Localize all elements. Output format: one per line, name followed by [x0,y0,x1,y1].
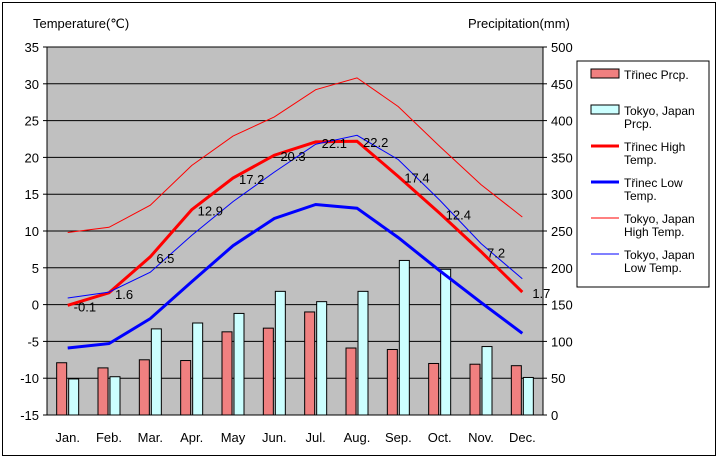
left-tick-label: 0 [32,298,39,313]
x-tick-label: Oct. [428,430,452,445]
legend-label: Třinec Low [624,176,683,190]
legend-label: Low Temp. [624,261,682,275]
legend-label: Temp. [624,189,657,203]
right-tick-label: 250 [551,224,573,239]
right-tick-label: 450 [551,77,573,92]
legend-swatch-bar [590,104,620,115]
right-tick-label: 200 [551,261,573,276]
right-tick-label: 150 [551,298,573,313]
bar-trinec-prcp [221,331,233,416]
bar-trinec-prcp [56,362,68,416]
series-t-inec-high-temp [67,139,524,307]
legend-label: Prcp. [624,117,652,131]
data-label: 12.4 [446,207,471,222]
series-tokyo-japan-high-temp [67,77,523,233]
x-tick-label: Apr. [180,430,203,445]
legend-swatch-bar [590,68,620,79]
series-tokyo-japan-low-temp [67,134,523,299]
data-label: 20.3 [280,149,305,164]
x-tick-label: May [221,430,246,445]
bar-trinec-prcp [180,360,192,416]
left-tick-label: 25 [25,114,39,129]
chart-frame: -0.1 1.6 6.5 12.9 17.2 20.3 22.1 22.2 17.4 12.4 7.… [2,2,716,456]
bar-tokyo-prcp [357,290,369,416]
data-label: 17.4 [404,171,429,186]
left-tick-label: 15 [25,187,39,202]
x-tick-label: Jan. [55,430,80,445]
bar-trinec-prcp [386,348,398,416]
x-tick-label: Aug. [344,430,371,445]
right-tick-label: 350 [551,150,573,165]
bar-tokyo-prcp [440,268,452,416]
right-tick-label: 100 [551,334,573,349]
data-label: 22.1 [322,136,347,151]
bar-trinec-prcp [262,327,274,416]
bar-trinec-prcp [428,362,440,416]
grid-lines [47,83,543,379]
x-tick-label: Sep. [385,430,412,445]
bar-trinec-prcp [138,359,150,416]
right-tick-label: 500 [551,40,573,55]
bar-tokyo-prcp [192,322,204,416]
bar-tokyo-prcp [68,378,80,416]
legend-label: Tokyo, Japan [624,248,695,262]
data-label: 1.6 [115,287,133,302]
bar-tokyo-prcp [109,376,121,416]
bar-trinec-prcp [510,365,522,416]
climate-chart: -0.1 1.6 6.5 12.9 17.2 20.3 22.1 22.2 17.4 12.4 7.… [20,16,710,445]
bar-trinec-prcp [304,311,316,416]
legend-label: High Temp. [624,225,684,239]
legend-label: Tokyo, Japan [624,104,695,118]
left-tick-label: 20 [25,150,39,165]
right-tick-label: 400 [551,114,573,129]
data-label: 17.2 [239,172,264,187]
x-tick-label: Jul. [306,430,326,445]
data-labels: -0.1 1.6 6.5 12.9 17.2 20.3 22.1 22.2 17.4 12.4 7.… [74,135,551,314]
legend-box [576,60,710,288]
left-tick-label: -15 [20,408,39,423]
x-tick-label: Mar. [138,430,163,445]
bar-tokyo-prcp [316,301,328,416]
legend-label: Třinec High [624,140,685,154]
left-tick-label: 30 [25,77,39,92]
precipitation-bars [56,259,534,416]
left-tick-label: 10 [25,224,39,239]
bar-tokyo-prcp [150,328,162,416]
x-tick-label: Nov. [468,430,494,445]
left-tick-label: 5 [32,261,39,276]
bar-tokyo-prcp [233,312,245,416]
x-tick-label: Dec. [509,430,536,445]
x-tick-label: Feb. [96,430,122,445]
bar-trinec-prcp [469,363,481,416]
legend-label: Tokyo, Japan [624,212,695,226]
data-label: 6.5 [156,251,174,266]
left-tick-label: 35 [25,40,39,55]
right-tick-label: 50 [551,371,565,386]
legend-label: Třinec Prcp. [624,68,689,82]
left-tick-label: -10 [20,371,39,386]
left-axis-title: Temperature(℃) [33,16,129,31]
data-label: 7.2 [487,246,505,261]
temperature-lines [67,77,524,350]
bar-trinec-prcp [97,367,109,416]
bar-trinec-prcp [345,347,357,416]
legend-label: Temp. [624,153,657,167]
bar-tokyo-prcp [481,346,493,416]
series-t-inec-low-temp [67,202,524,350]
bar-tokyo-prcp [398,259,410,416]
right-axis-title: Precipitation(mm) [468,16,570,31]
data-label: 22.2 [363,135,388,150]
x-tick-label: Jun. [262,430,287,445]
left-tick-label: -5 [27,334,39,349]
data-label: -0.1 [74,299,96,314]
data-label: 1.7 [532,286,550,301]
right-tick-label: 0 [551,408,558,423]
axes: 35302520151050-5-10-15500450400350300250… [20,40,573,445]
right-tick-label: 300 [551,187,573,202]
bar-tokyo-prcp [522,376,534,416]
data-label: 12.9 [198,204,223,219]
bar-tokyo-prcp [274,290,286,416]
